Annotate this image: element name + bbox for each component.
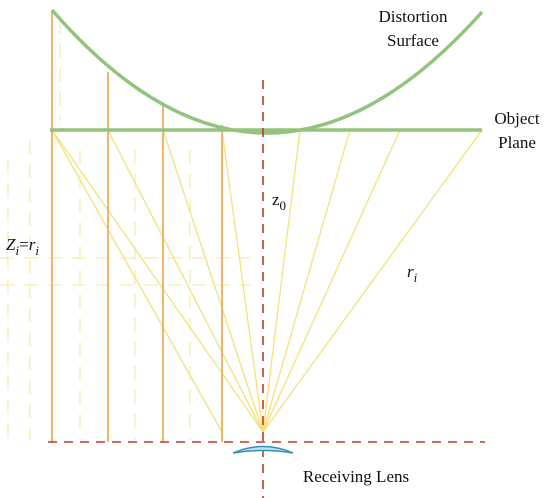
- label: z0: [272, 190, 286, 213]
- distortion-surface: [50, 8, 484, 135]
- label-part: r: [407, 262, 414, 281]
- label-part: z: [272, 190, 280, 209]
- label-part: Z: [6, 235, 16, 254]
- rays: [51, 129, 483, 433]
- label-part: 0: [280, 198, 287, 213]
- label: Distortion: [379, 7, 448, 26]
- label: Surface: [387, 31, 439, 50]
- label: Receiving Lens: [303, 467, 409, 486]
- label-part: i: [35, 243, 39, 258]
- label: ri: [407, 262, 418, 285]
- receiving-lens: [232, 445, 294, 454]
- background-pattern: [0, 20, 250, 440]
- label: Object: [494, 109, 540, 128]
- label: Zi=ri: [6, 235, 39, 258]
- label-part: i: [15, 243, 19, 258]
- label-part: r: [29, 235, 36, 254]
- label-part: i: [414, 270, 418, 285]
- vertical-lines: [51, 10, 223, 442]
- label: Plane: [498, 133, 536, 152]
- label-part: =: [19, 235, 29, 254]
